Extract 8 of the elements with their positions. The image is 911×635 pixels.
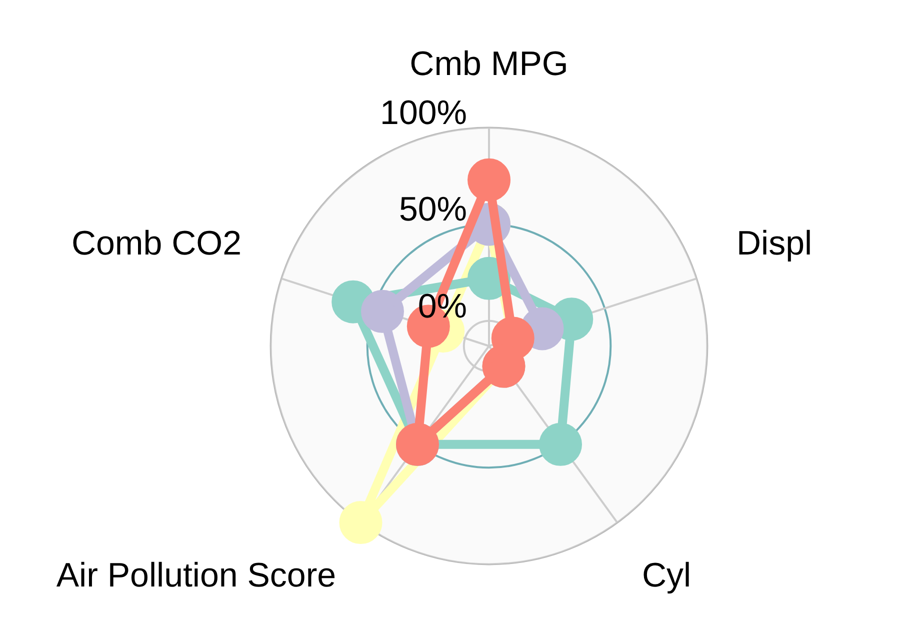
spoke-label: Cyl (642, 556, 692, 594)
y-tick-label: 100% (380, 94, 467, 132)
spoke-label: Air Pollution Score (56, 556, 336, 594)
y-tick-label: 50% (398, 190, 467, 229)
spoke-label: Cmb MPG (410, 44, 568, 83)
y-tick-label: 0% (418, 287, 467, 326)
spoke-label: Displ (736, 224, 812, 263)
spoke-label: Comb CO2 (71, 224, 242, 263)
